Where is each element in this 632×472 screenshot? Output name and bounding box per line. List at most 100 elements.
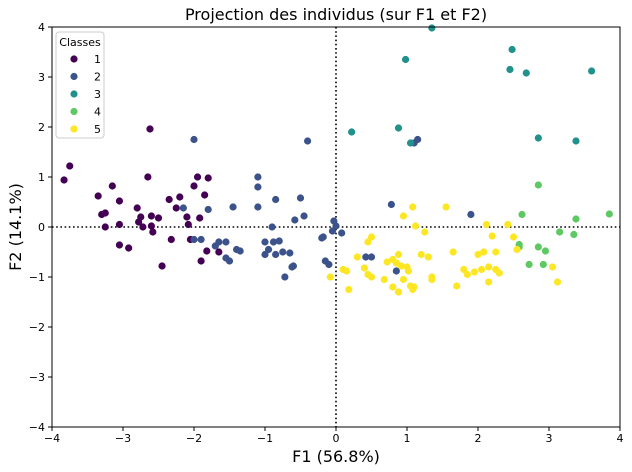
- point-class-4: [556, 228, 564, 236]
- point-class-2: [289, 262, 297, 270]
- point-class-2: [286, 249, 294, 257]
- legend-title: Classes: [59, 36, 101, 49]
- point-class-5: [399, 275, 408, 284]
- x-tick-label: 4: [617, 432, 624, 445]
- point-class-4: [534, 181, 542, 189]
- point-class-2: [261, 250, 269, 259]
- point-class-1: [101, 223, 109, 231]
- point-class-2: [275, 237, 283, 245]
- point-class-5: [513, 245, 521, 254]
- point-class-1: [154, 214, 163, 222]
- point-class-2: [362, 253, 370, 261]
- point-class-3: [506, 65, 514, 74]
- point-class-1: [94, 192, 102, 200]
- point-class-4: [534, 243, 542, 251]
- point-class-1: [158, 262, 166, 270]
- point-class-5: [364, 238, 372, 246]
- point-class-2: [254, 203, 262, 211]
- point-class-5: [380, 275, 388, 284]
- point-class-2: [190, 235, 198, 244]
- point-class-2: [304, 137, 312, 145]
- point-class-5: [367, 273, 376, 281]
- point-class-5: [353, 253, 361, 261]
- point-class-5: [343, 267, 351, 275]
- point-class-4: [572, 215, 580, 223]
- point-class-5: [495, 269, 503, 277]
- point-class-5: [428, 273, 436, 281]
- x-tick-label: −1: [257, 432, 273, 445]
- point-class-5: [509, 233, 518, 241]
- legend: Classes 1 2 3 4 5: [55, 31, 105, 139]
- point-class-1: [204, 174, 212, 182]
- point-class-1: [115, 220, 124, 229]
- point-class-1: [147, 222, 155, 230]
- point-class-2: [254, 173, 262, 181]
- point-class-5: [383, 258, 391, 266]
- point-class-5: [326, 273, 334, 281]
- point-class-3: [588, 67, 596, 75]
- point-class-2: [414, 135, 422, 144]
- point-class-2: [261, 238, 269, 246]
- point-class-4: [518, 210, 526, 219]
- legend-marker-3: [70, 90, 78, 98]
- point-class-2: [254, 183, 262, 191]
- point-class-1: [149, 228, 157, 236]
- y-tick-label: −2: [29, 321, 45, 334]
- point-class-2: [268, 223, 276, 231]
- x-tick-label: −3: [115, 432, 131, 445]
- point-class-3: [522, 69, 530, 77]
- legend-label-3: 3: [94, 88, 101, 101]
- point-class-5: [410, 283, 418, 291]
- point-class-2: [296, 194, 305, 202]
- point-class-5: [477, 265, 486, 274]
- data-points: [60, 24, 613, 296]
- point-class-5: [460, 265, 468, 274]
- point-class-1: [108, 182, 116, 190]
- point-class-5: [474, 250, 482, 259]
- y-tick-label: 1: [38, 171, 45, 184]
- point-class-2: [300, 212, 308, 220]
- y-tick-label: −3: [29, 371, 45, 384]
- point-class-1: [201, 191, 209, 199]
- point-class-5: [397, 262, 405, 270]
- point-class-4: [605, 210, 613, 218]
- point-class-1: [144, 173, 152, 181]
- point-class-2: [392, 267, 400, 275]
- point-class-2: [190, 135, 198, 144]
- point-class-5: [453, 282, 461, 290]
- point-class-3: [348, 128, 356, 136]
- point-class-2: [387, 200, 395, 209]
- point-class-5: [399, 212, 408, 220]
- point-class-1: [101, 209, 109, 217]
- point-class-1: [184, 220, 192, 229]
- x-tick-label: −4: [44, 432, 60, 445]
- point-class-2: [467, 210, 475, 219]
- point-class-1: [176, 193, 184, 201]
- point-class-5: [389, 283, 397, 291]
- point-class-3: [406, 139, 415, 147]
- point-class-2: [264, 245, 273, 254]
- point-class-3: [394, 124, 403, 132]
- x-tick-label: 1: [404, 432, 411, 445]
- point-class-2: [332, 222, 340, 230]
- y-tick-label: 4: [38, 21, 45, 34]
- point-class-2: [204, 205, 212, 214]
- point-class-4: [525, 260, 533, 269]
- legend-label-2: 2: [94, 71, 101, 84]
- point-class-1: [183, 213, 191, 221]
- point-class-1: [193, 173, 202, 181]
- legend-label-5: 5: [94, 123, 101, 136]
- point-class-4: [539, 260, 547, 269]
- point-class-2: [367, 253, 376, 261]
- point-class-1: [133, 204, 141, 212]
- point-class-5: [480, 248, 488, 256]
- x-axis-ticks: −4 −3 −2 −1 0 1 2 3 4: [44, 427, 624, 445]
- point-class-1: [203, 247, 211, 255]
- point-class-3: [508, 45, 516, 54]
- y-axis-ticks: −4 −3 −2 −1 0 1 2 3 4: [29, 21, 52, 434]
- point-class-2: [338, 229, 346, 237]
- point-class-2: [272, 250, 280, 259]
- legend-label-4: 4: [94, 106, 101, 119]
- legend-marker-2: [70, 72, 78, 81]
